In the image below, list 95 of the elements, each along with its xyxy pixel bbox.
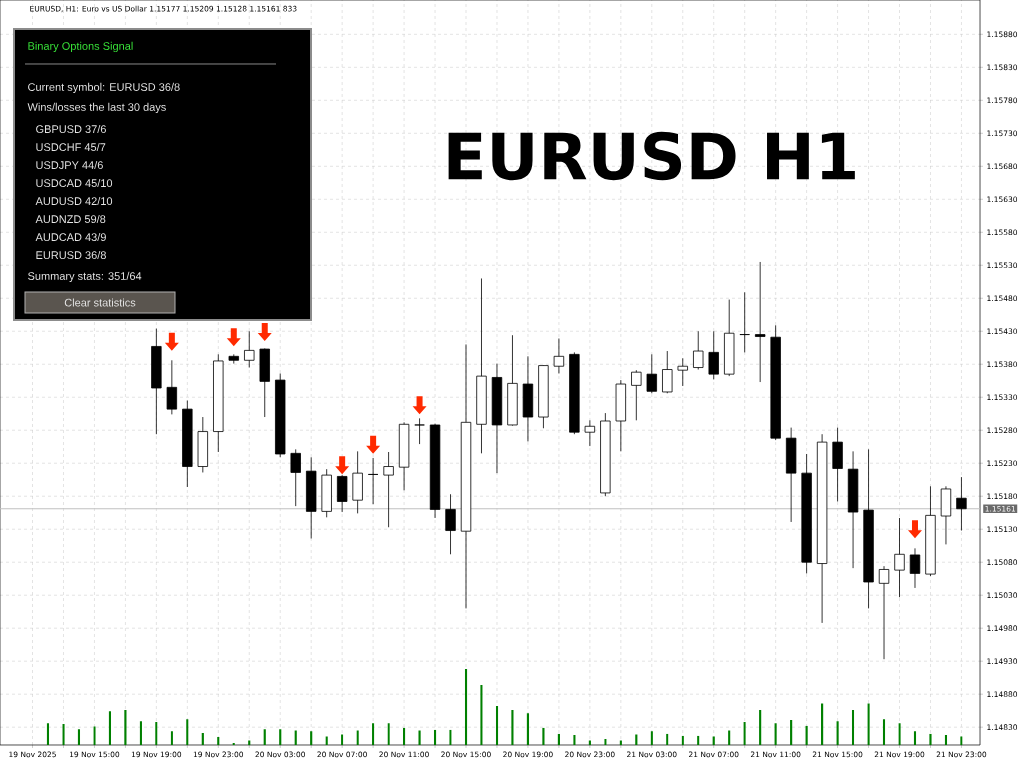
point: [226, 328, 241, 347]
annotation: Wins/losses the last 30 days: [27, 102, 166, 114]
candlestick: [677, 357, 688, 387]
bar: [542, 727, 545, 745]
point: [164, 332, 179, 351]
bar: [697, 735, 700, 745]
bar: [248, 740, 251, 745]
candlestick: [631, 369, 642, 421]
candlestick: [894, 517, 905, 598]
annotation: Clear statistics: [64, 298, 136, 307]
candlestick: [244, 330, 255, 368]
candlestick: [414, 417, 425, 445]
annotation: AUDCAD 43/9: [35, 232, 106, 242]
candlestick: [290, 448, 301, 507]
bar: [867, 703, 870, 745]
bar: [821, 703, 824, 745]
point: [907, 520, 922, 539]
bar: [790, 719, 793, 745]
candlestick: [739, 291, 750, 353]
bar: [464, 669, 468, 745]
bar: [325, 736, 328, 745]
candlestick: [693, 330, 704, 370]
bar: [46, 723, 50, 745]
annotation: Current symbol: EURUSD 36/8: [28, 82, 180, 94]
bar: [588, 740, 591, 745]
bar: [77, 729, 81, 745]
point: [257, 322, 272, 341]
candlestick: [553, 338, 565, 374]
candlestick: [909, 547, 921, 589]
bar: [480, 684, 483, 745]
annotation: USDCHF 45/7: [36, 142, 106, 152]
bar: [93, 726, 96, 745]
annotation: USDCAD 45/10: [36, 178, 113, 188]
bar: [449, 729, 452, 745]
bar: [944, 735, 948, 745]
bar: [201, 733, 204, 745]
bar: [805, 725, 808, 745]
bar: [898, 723, 901, 745]
candlestick: [646, 353, 657, 394]
candlestick: [754, 261, 766, 383]
bar: [341, 734, 344, 745]
bar: [511, 710, 514, 745]
bar: [155, 721, 158, 745]
annotation: AUDNZD 59/8: [35, 214, 106, 224]
bar: [170, 731, 173, 745]
bar: [759, 710, 762, 745]
candlestick: [708, 330, 719, 380]
bar: [294, 730, 297, 745]
bar: [433, 729, 437, 745]
bar: [495, 706, 499, 745]
bar: [913, 731, 917, 745]
bar: [650, 731, 653, 745]
bar: [387, 723, 390, 745]
bar: [139, 721, 142, 745]
point: [366, 435, 381, 454]
bar: [62, 723, 65, 745]
bar: [372, 723, 375, 745]
candlestick: [584, 419, 596, 447]
bar: [712, 736, 715, 745]
bar: [882, 719, 886, 745]
annotation: Summary stats: 351/64: [28, 271, 142, 283]
bar: [418, 730, 421, 745]
candlestick: [445, 493, 456, 555]
annotation: GBPUSD 37/6: [36, 124, 106, 134]
bar: [960, 736, 963, 745]
bar: [666, 733, 669, 745]
bar: [619, 740, 622, 745]
bar: [403, 727, 406, 745]
annotation: EURUSD 36/8: [36, 250, 106, 260]
annotation: AUDUSD 42/10: [35, 196, 113, 206]
candlestick: [367, 457, 379, 505]
candlestick: [662, 350, 673, 394]
candlestick: [166, 359, 178, 415]
bar: [681, 735, 684, 745]
bar: [526, 713, 530, 745]
candlestick: [878, 565, 890, 660]
point: [335, 456, 350, 475]
point: [412, 396, 427, 415]
bar: [356, 730, 359, 745]
bar: [108, 711, 112, 745]
candlestick: [383, 451, 394, 528]
bar: [728, 730, 731, 745]
annotation: USDJPY 44/6: [36, 160, 103, 170]
bar: [836, 721, 839, 745]
bar: [310, 731, 313, 745]
annotation: EURUSD H1: [448, 131, 855, 181]
bar: [217, 737, 220, 745]
bar: [124, 710, 127, 745]
bar: [851, 710, 855, 745]
candlestick: [956, 476, 967, 531]
bar: [929, 733, 932, 745]
bar: [557, 733, 560, 745]
annotation: Binary Options Signal: [28, 41, 133, 53]
bar: [186, 719, 189, 745]
bar: [635, 734, 638, 745]
